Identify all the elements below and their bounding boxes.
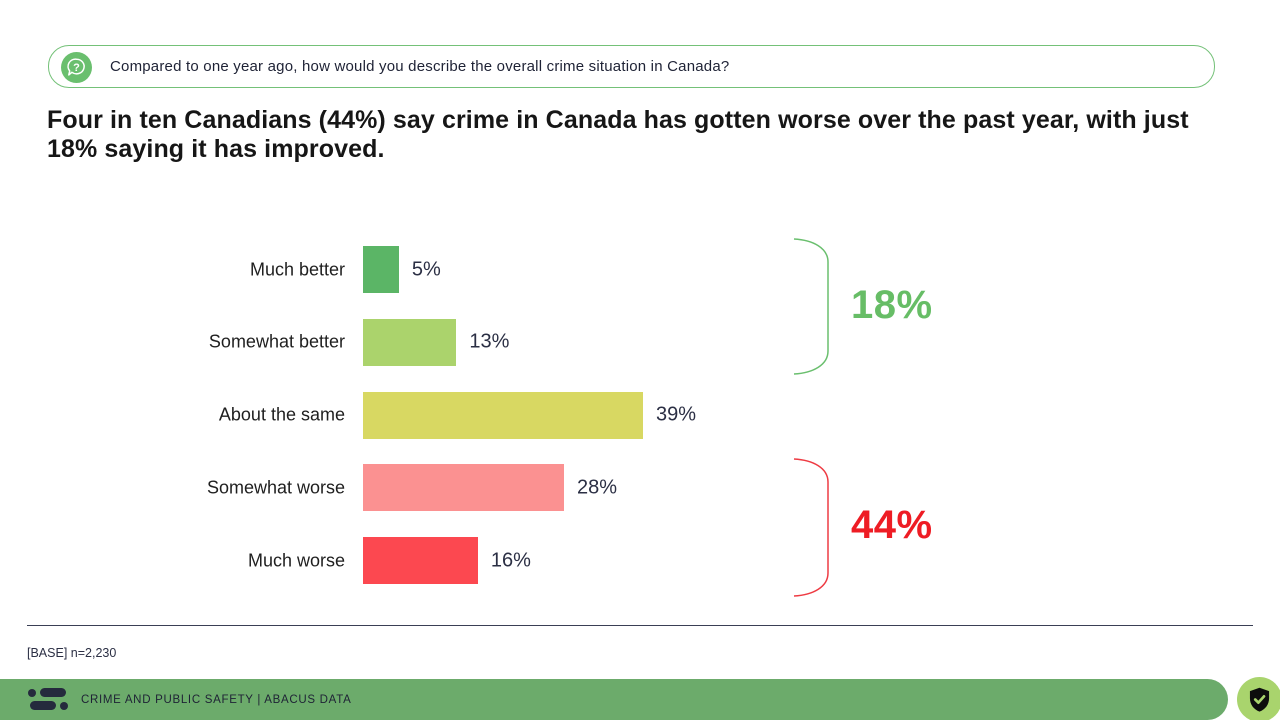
bar-value-label: 16% (490, 549, 531, 571)
footer-bar: CRIME AND PUBLIC SAFETY | ABACUS DATA (0, 679, 1228, 720)
bar-rect (363, 464, 565, 512)
headline: Four in ten Canadians (44%) say crime in… (47, 106, 1189, 163)
bar-category-label: Much better (249, 259, 345, 279)
bar-row: About the same 39% (0, 391, 1280, 439)
bar-row: Somewhat better 13% (0, 318, 1280, 366)
footer-text: CRIME AND PUBLIC SAFETY | ABACUS DATA (81, 693, 352, 706)
abacus-data-logo (28, 687, 72, 712)
bar-row: Somewhat worse 28% (0, 464, 1280, 512)
bar-value-label: 28% (577, 476, 618, 499)
bar-rect (363, 318, 457, 366)
divider-line (27, 625, 1253, 626)
bar-value-label: 5% (411, 258, 441, 280)
question-banner: ? Compared to one year ago, how would yo… (48, 45, 1215, 88)
base-note: [BASE] n=2,230 (27, 646, 117, 660)
bar-row: Much better 5% (0, 246, 1280, 293)
bracket-worse (793, 458, 829, 597)
bar-rect (363, 391, 644, 439)
bar-category-label: Somewhat better (208, 331, 345, 352)
shield-check-icon (1237, 677, 1280, 720)
question-text: Compared to one year ago, how would you … (110, 58, 730, 75)
group-label-better: 18% (851, 283, 933, 327)
bar-value-label: 39% (656, 403, 697, 426)
question-bubble-icon: ? (61, 52, 92, 83)
bar-category-label: Somewhat worse (206, 477, 345, 498)
bar-category-label: About the same (218, 404, 345, 425)
bar-rect (363, 246, 399, 293)
group-label-worse: 44% (851, 503, 933, 547)
bar-category-label: Much worse (247, 550, 345, 570)
bar-row: Much worse 16% (0, 537, 1280, 584)
svg-text:?: ? (73, 62, 80, 74)
bracket-better (793, 238, 829, 375)
bar-value-label: 13% (469, 330, 510, 353)
bar-rect (363, 537, 478, 584)
